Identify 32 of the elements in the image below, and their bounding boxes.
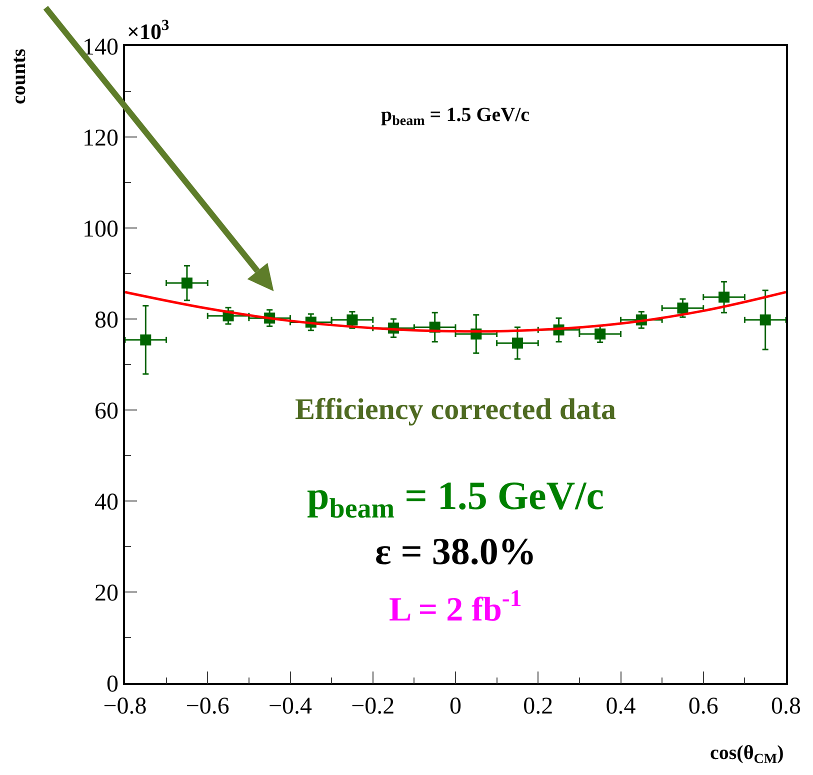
y-tick-label: 120	[82, 125, 118, 152]
line-series	[125, 290, 786, 333]
x-tick-label: 0	[450, 694, 462, 720]
text: ×10$^{3}$	[127, 17, 170, 44]
y-tick-label: 60	[94, 398, 118, 424]
point	[718, 292, 730, 303]
x-tick-label: 0.6	[688, 694, 718, 720]
y-axis-title: counts	[8, 48, 30, 104]
y-tick-label: 80	[94, 307, 118, 334]
y-tick-label: 140	[82, 34, 118, 60]
y-tick-label: 40	[94, 489, 118, 516]
point	[760, 314, 771, 326]
point	[181, 278, 192, 289]
point	[594, 328, 606, 340]
point	[512, 338, 523, 349]
y-tick-label: 100	[82, 216, 118, 242]
x-tick-label: −0.6	[186, 694, 230, 720]
point	[677, 302, 688, 314]
x-axis-title: cos(θ$_{CM}$)	[710, 742, 784, 768]
point	[140, 334, 152, 346]
annotation: p$_{beam}$ = 1.5 GeV/c	[381, 104, 530, 130]
x-tick-label: −0.4	[268, 694, 312, 720]
x-tick-label: 0.4	[606, 694, 636, 720]
annotation: p$_{beam}$ = 1.5 GeV/c	[307, 473, 604, 524]
y-tick-label: 20	[94, 580, 118, 606]
x-tick-label: 0.2	[523, 694, 554, 720]
annotation: ε = 38.0%	[375, 531, 536, 573]
x-tick-label: 0.8	[771, 694, 801, 720]
annotation: Efficiency corrected data	[295, 393, 616, 426]
point	[346, 314, 358, 326]
annotation: L = 2 fb$^{-1}$	[389, 586, 522, 628]
x-tick-label: −0.2	[351, 694, 395, 720]
